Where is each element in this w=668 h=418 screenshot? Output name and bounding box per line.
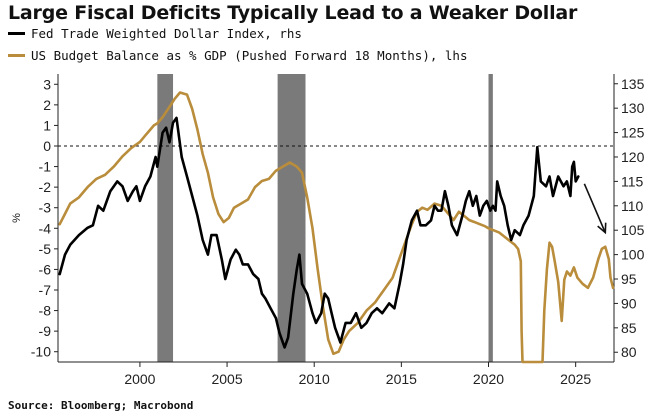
x-tick-label: 2005 [211, 371, 242, 387]
legend-entry-dollar: Fed Trade Weighted Dollar Index, rhs [8, 24, 302, 42]
left-tick-label: 2 [43, 97, 51, 113]
left-tick-label: -2 [39, 179, 52, 195]
legend-label-dollar: Fed Trade Weighted Dollar Index, rhs [31, 25, 302, 41]
trend-arrow [583, 183, 607, 235]
chart-title: Large Fiscal Deficits Typically Lead to … [8, 2, 578, 24]
left-tick-label: -1 [39, 159, 52, 175]
right-tick-label: 80 [621, 344, 637, 360]
legend-entry-budget: US Budget Balance as % GDP (Pushed Forwa… [8, 46, 468, 64]
budget-balance-line [58, 91, 615, 364]
left-tick-label: -10 [31, 344, 51, 360]
left-tick-label: -6 [39, 261, 52, 277]
right-tick-label: 90 [621, 295, 637, 311]
right-tick-label: 85 [621, 320, 637, 336]
left-tick-label: 0 [43, 138, 51, 154]
dollar-index-line [58, 116, 580, 349]
right-tick-label: 100 [621, 247, 645, 263]
left-tick-label: 3 [43, 76, 51, 92]
recession-shade-2 [488, 74, 493, 362]
right-tick-label: 135 [621, 76, 645, 92]
legend-label-budget: US Budget Balance as % GDP (Pushed Forwa… [31, 47, 468, 63]
x-tick-label: 2020 [473, 371, 504, 387]
arrow-shaft [583, 183, 607, 233]
legend-swatch-dollar [8, 31, 25, 35]
right-tick-label: 110 [621, 198, 644, 214]
right-tick-label: 120 [621, 149, 645, 165]
recession-shade-0 [157, 74, 174, 362]
x-tick-label: 2010 [299, 371, 330, 387]
source-note: Source: Bloomberg; Macrobond [8, 399, 194, 412]
right-tick-label: 130 [621, 100, 645, 116]
right-tick-label: 115 [621, 173, 644, 189]
left-tick-label: -3 [39, 200, 52, 216]
left-tick-label: -8 [39, 303, 52, 319]
left-tick-label: 1 [43, 117, 51, 133]
legend-swatch-budget [8, 53, 25, 57]
x-tick-label: 2000 [124, 371, 155, 387]
right-tick-label: 105 [621, 222, 645, 238]
tick-labels: 3 2 1 0 -1 -2 -3 -4 -5 -6 -7 -8 -9 -10 135 130 125 120 115… [11, 76, 645, 387]
axes [54, 74, 618, 367]
left-tick-label: -9 [39, 323, 52, 339]
y-axis-label-left: % [11, 213, 23, 223]
right-tick-label: 95 [621, 271, 637, 287]
series-lines [58, 91, 615, 364]
x-tick-label: 2025 [560, 371, 591, 387]
left-tick-label: -4 [39, 220, 52, 236]
right-tick-label: 125 [621, 125, 645, 141]
x-tick-label: 2015 [386, 371, 417, 387]
left-tick-label: -5 [39, 241, 52, 257]
left-tick-label: -7 [39, 282, 52, 298]
arrow-head [597, 222, 607, 235]
